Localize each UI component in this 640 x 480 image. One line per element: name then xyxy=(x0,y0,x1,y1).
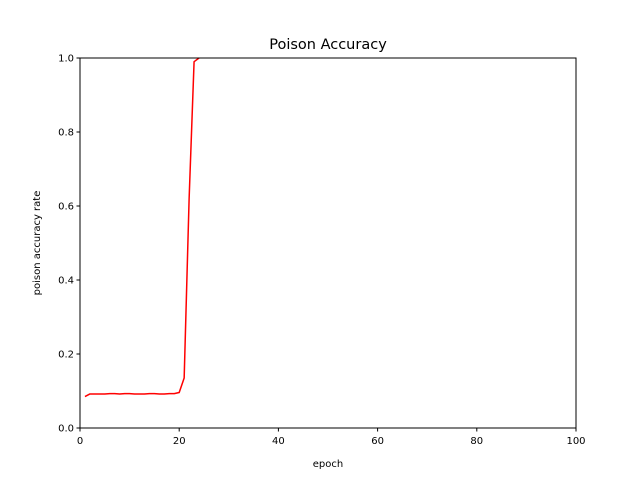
x-tick-label: 100 xyxy=(566,436,585,447)
series-layer xyxy=(84,57,200,398)
x-tick-label: 40 xyxy=(272,436,285,447)
y-tick-label: 0.4 xyxy=(58,276,74,287)
y-tick-label: 0.0 xyxy=(58,424,74,435)
x-tick-label: 60 xyxy=(371,436,384,447)
y-axis-label: poison accuracy rate xyxy=(32,191,43,296)
x-tick-label: 0 xyxy=(77,436,83,447)
series-line xyxy=(84,57,200,398)
plot-frame xyxy=(79,57,577,429)
y-tick-label: 0.6 xyxy=(58,202,74,213)
x-tick-label: 80 xyxy=(470,436,483,447)
axis-ticks: 0 20 40 60 80 100 0.0 0.2 0.4 0.6 0.8 1.0 xyxy=(58,54,585,448)
y-tick-label: 0.8 xyxy=(58,128,74,139)
x-tick-label: 20 xyxy=(173,436,186,447)
y-tick-label: 1.0 xyxy=(58,54,74,65)
chart-title: Poison Accuracy xyxy=(269,37,387,53)
x-axis-label: epoch xyxy=(313,459,343,470)
y-tick-label: 0.2 xyxy=(58,350,74,361)
